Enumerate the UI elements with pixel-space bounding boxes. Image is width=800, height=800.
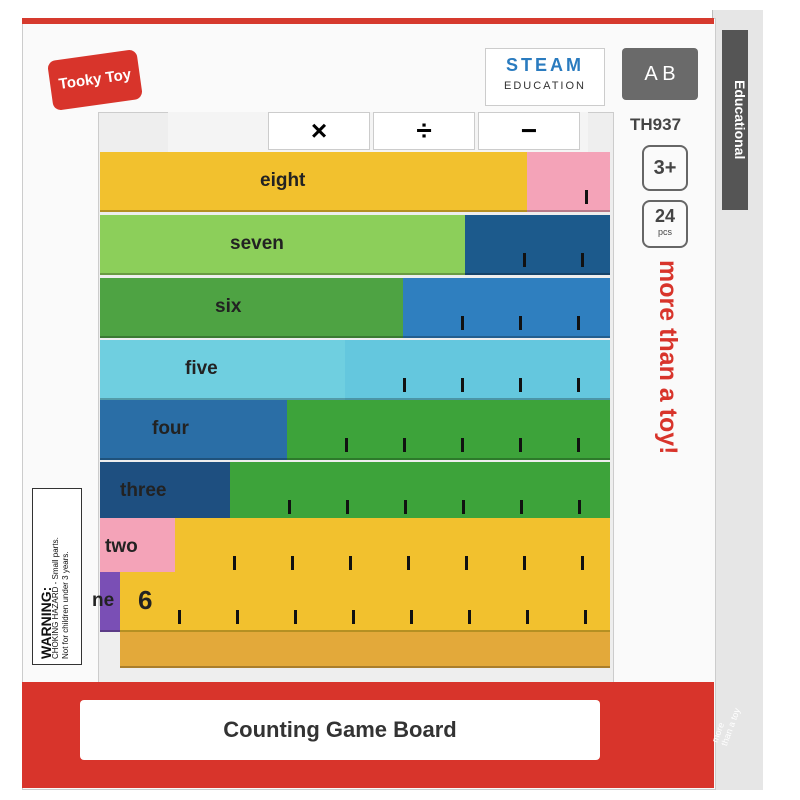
rod [345, 340, 610, 400]
rod-tick [410, 610, 413, 624]
rod-tick [233, 556, 236, 570]
rod [100, 400, 287, 460]
rod-tick [461, 438, 464, 452]
rod-label: six [215, 296, 242, 317]
abc-icon: A B [622, 48, 698, 100]
rod-tick [468, 610, 471, 624]
rod [100, 152, 527, 212]
model-number: TH937 [630, 115, 682, 134]
rod-label: ne [92, 590, 115, 611]
rod-label: four [152, 418, 189, 439]
rod-numeral: 6 [138, 585, 153, 615]
rod-tick [349, 556, 352, 570]
rod-tick [519, 316, 522, 330]
rod-tick [584, 610, 587, 624]
rod-label: two [105, 536, 138, 557]
rod-tick [403, 438, 406, 452]
rod-tick [519, 378, 522, 392]
rod-tick [346, 500, 349, 514]
rod [465, 215, 610, 275]
rod [120, 572, 610, 632]
rod-tick [523, 556, 526, 570]
warning-text: WARNING: CHOKING HAZARD - Small parts. N… [38, 489, 71, 659]
product-name: Counting Game Board [80, 700, 600, 760]
pieces-unit: pcs [657, 227, 672, 237]
operator-tile: ÷ [373, 112, 475, 150]
pieces-badge: 24 pcs [642, 200, 688, 248]
rod-tick [585, 190, 588, 204]
rod [100, 278, 403, 338]
rod [100, 215, 465, 275]
rod [527, 152, 610, 212]
pieces-count: 24 [654, 206, 676, 226]
badge-subtitle: EDUCATION [504, 80, 586, 92]
rod-tick [294, 610, 297, 624]
rod [100, 340, 345, 400]
rod-tick [581, 556, 584, 570]
side-label: Educational [732, 80, 748, 160]
rod-label: eight [260, 170, 306, 191]
rod-label: five [185, 358, 218, 379]
rod-tick [236, 610, 239, 624]
rod-tick [577, 378, 580, 392]
rod-label: three [120, 480, 167, 501]
age-badge: 3+ [642, 145, 688, 191]
rod [230, 462, 610, 522]
rod-tick [523, 253, 526, 267]
rod-label: seven [230, 233, 284, 254]
rod-bottom [120, 632, 610, 668]
rod-tick [345, 438, 348, 452]
rod-tick [465, 556, 468, 570]
rod-tick [461, 316, 464, 330]
warning-line2: Not for children under 3 years. [61, 551, 70, 659]
rod [100, 462, 230, 522]
badge-title: STEAM [506, 55, 584, 75]
side-band [722, 30, 748, 210]
rod-tick [404, 500, 407, 514]
rod-tick [288, 500, 291, 514]
operator-tile: − [478, 112, 580, 150]
rod-tick [577, 316, 580, 330]
steam-badge: STEAM EDUCATION [485, 48, 605, 106]
slogan: more than a toy! [654, 260, 682, 455]
rod-tick [519, 438, 522, 452]
rod-tick [462, 500, 465, 514]
warning-box: WARNING: CHOKING HAZARD - Small parts. N… [32, 488, 82, 665]
warning-title: WARNING: [38, 586, 54, 659]
rod-tick [526, 610, 529, 624]
rod [100, 572, 120, 632]
rod [403, 278, 610, 338]
rod-tick [581, 253, 584, 267]
rod-tick [461, 378, 464, 392]
rod-tick [178, 610, 181, 624]
rod [175, 518, 610, 578]
warning-line1: CHOKING HAZARD - Small parts. [51, 537, 60, 659]
rod [287, 400, 610, 460]
operator-tile: × [268, 112, 370, 150]
rod-tick [578, 500, 581, 514]
rod-tick [403, 378, 406, 392]
rod-tick [577, 438, 580, 452]
rod-tick [352, 610, 355, 624]
operator-row: × ÷ − [168, 112, 588, 152]
rod-tick [520, 500, 523, 514]
rod-tick [407, 556, 410, 570]
rod-tick [291, 556, 294, 570]
